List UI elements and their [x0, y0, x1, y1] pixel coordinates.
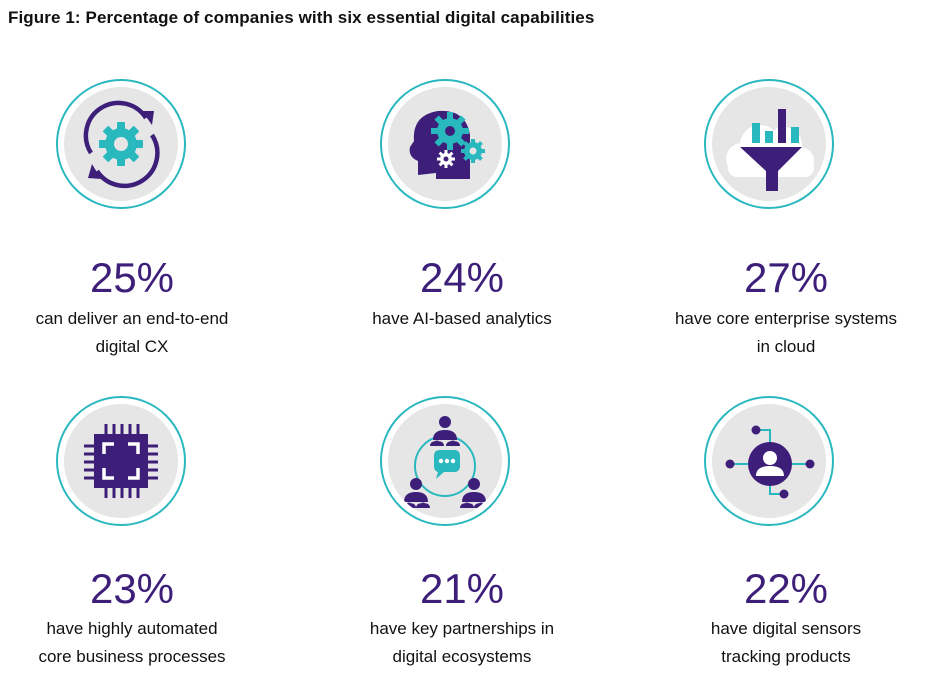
icon-circle	[380, 396, 510, 526]
chip-icon	[84, 424, 158, 498]
figure-title: Figure 1: Percentage of companies with s…	[8, 8, 595, 27]
capability-label-line1: can deliver an end-to-end	[35, 309, 229, 328]
icon-circle	[380, 79, 510, 209]
percentage-value: 25%	[89, 254, 175, 301]
icon-circle	[56, 396, 186, 526]
icon-circle	[704, 396, 834, 526]
percentage-value: 22%	[743, 565, 829, 612]
capability-label-line2: tracking products	[721, 647, 851, 666]
ai-head-gears-icon	[409, 110, 485, 179]
icon-circle	[704, 79, 834, 209]
capability-label-line1: have highly automated	[46, 619, 218, 638]
capability-label-line2: digital CX	[95, 337, 169, 356]
refresh-gear-icon	[83, 100, 160, 189]
icon-circle	[56, 79, 186, 209]
capability-label-line1: have AI-based analytics	[372, 309, 552, 328]
percentage-value: 21%	[419, 565, 505, 612]
percentage-value: 23%	[89, 565, 175, 612]
capability-label-line1: have digital sensors	[710, 619, 862, 638]
capability-label-line2: digital ecosystems	[392, 647, 532, 666]
network-people-icon	[402, 416, 488, 508]
capability-label-line1: have key partnerships in	[369, 619, 555, 638]
percentage-value: 24%	[419, 254, 505, 301]
cloud-funnel-icon	[726, 109, 814, 191]
capability-label-line2: in cloud	[756, 337, 816, 356]
user-sensor-icon	[725, 425, 815, 499]
capability-label-line1: have core enterprise systems	[674, 309, 898, 328]
capability-label-line2: core business processes	[38, 647, 226, 666]
percentage-value: 27%	[743, 254, 829, 301]
